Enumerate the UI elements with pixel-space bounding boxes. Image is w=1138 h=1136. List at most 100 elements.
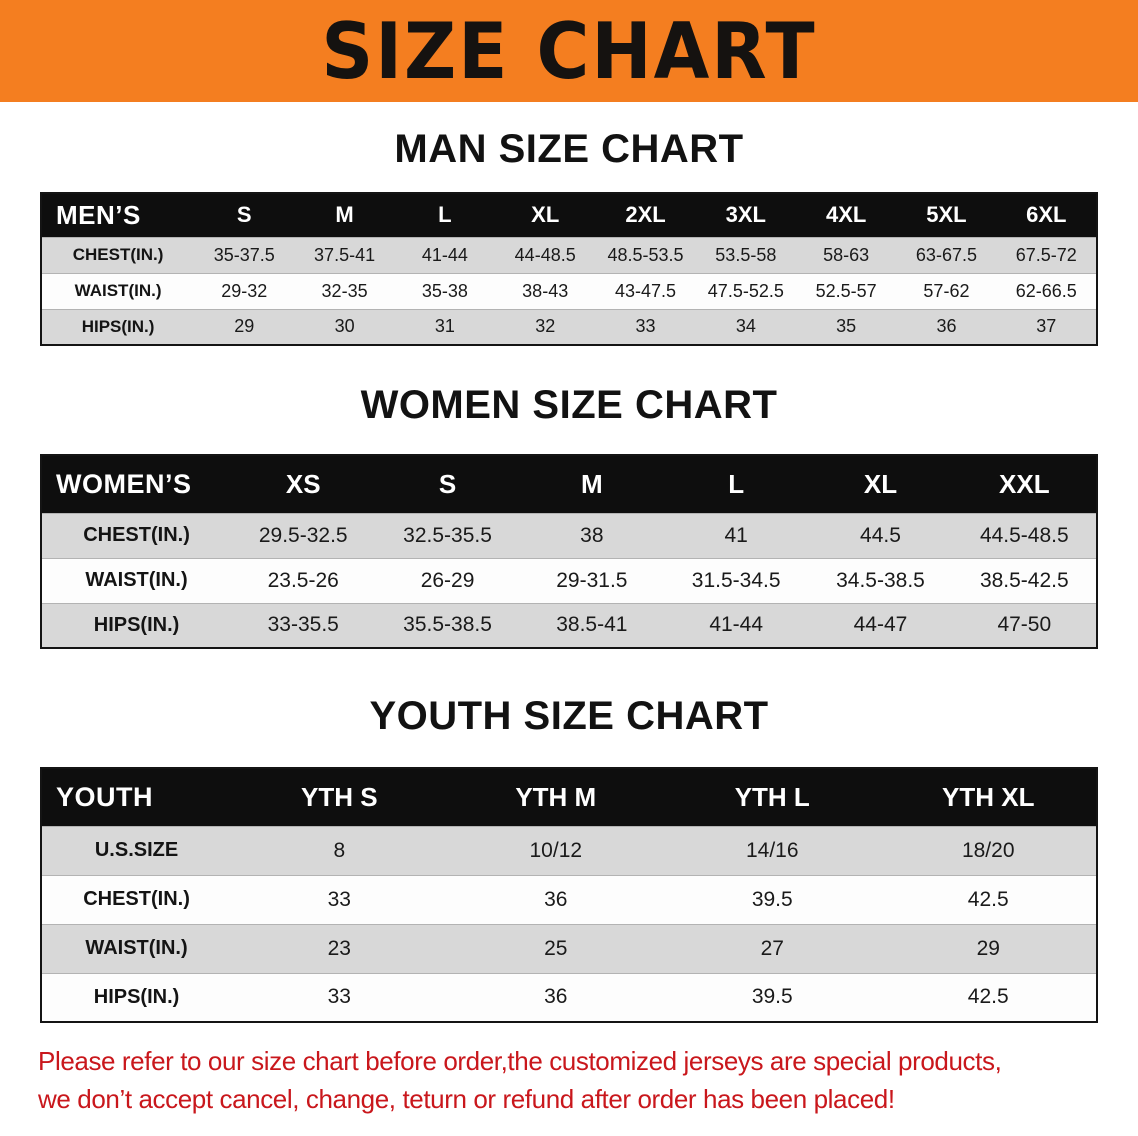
size-value-cell: 35.5-38.5 [403,613,492,637]
size-chart-section: MAN SIZE CHART MEN’S S M L XL 2XL 3XL 4XL 5XL 6XL C… [0,126,1138,346]
size-value-cell: 35 [836,316,857,337]
size-column-header: 3XL [695,193,796,237]
size-value-cell: 29 [976,936,1000,960]
row-label: U.S.SIZE [94,839,179,861]
size-value-cell: 33 [635,316,656,337]
size-value-cell: 67.5-72 [1015,244,1077,265]
row-label: WAIST(IN.) [74,281,162,300]
table-corner-label: YOUTH [41,768,232,826]
section-heading: MAN SIZE CHART [394,127,744,171]
size-value-cell: 34.5-38.5 [836,568,925,592]
table-row: WAIST(IN.) 23.5-26 26-29 29-31.5 31.5-34.5 34… [41,558,1097,603]
size-value-cell: 38.5-41 [556,613,628,637]
size-value-cell: 42.5 [967,887,1009,911]
size-value-cell: 29 [234,316,255,337]
size-value-cell: 52.5-57 [815,280,877,301]
size-column-header: YTH S [231,768,448,826]
row-label: WAIST(IN.) [85,937,188,959]
size-column-header: M [294,193,395,237]
banner: SIZE CHART [0,0,1138,102]
size-value-cell: 36 [544,985,568,1009]
size-value-cell: 30 [334,316,355,337]
table-row: WAIST(IN.) 23 25 27 29 [41,924,1097,973]
size-column-header: XXL [952,455,1097,513]
size-value-cell: 42.5 [967,985,1009,1009]
size-value-cell: 29.5-32.5 [258,523,348,547]
disclaimer-line: we don’t accept cancel, change, teturn o… [38,1083,895,1114]
size-value-cell: 36 [936,316,957,337]
size-chart-section: WOMEN SIZE CHART WOMEN’S XS S M L XL XXL CHEST(I… [0,382,1138,649]
size-value-cell: 53.5-58 [715,244,777,265]
size-value-cell: 29-32 [221,280,268,301]
size-column-header: XS [231,455,376,513]
table-row: HIPS(IN.) 33-35.5 35.5-38.5 38.5-41 41-44 44-… [41,603,1097,648]
size-value-cell: 44-47 [853,613,908,637]
size-value-cell: 35-38 [421,280,468,301]
row-label: CHEST(IN.) [83,524,190,546]
row-label: WAIST(IN.) [85,569,188,591]
size-table: YOUTH YTH S YTH M YTH L YTH XL U.S.SIZE 8 10/12… [40,767,1098,1023]
size-column-header: XL [495,193,596,237]
size-column-header: YTH M [447,768,665,826]
size-value-cell: 8 [333,838,346,862]
size-value-cell: 33 [327,887,351,911]
table-row: CHEST(IN.) 33 36 39.5 42.5 [41,875,1097,924]
row-label: CHEST(IN.) [72,245,164,264]
size-value-cell: 39.5 [751,985,793,1009]
size-value-cell: 25 [544,936,568,960]
table-row: CHEST(IN.) 35-37.5 37.5-41 41-44 44-48.5 48.5… [41,237,1097,273]
table-row: U.S.SIZE 8 10/12 14/16 18/20 [41,826,1097,875]
size-value-cell: 32.5-35.5 [403,523,492,547]
table-row: WAIST(IN.) 29-32 32-35 35-38 38-43 43-47.5 47.… [41,273,1097,309]
size-value-cell: 41-44 [421,244,468,265]
table-corner-label: MEN’S [41,193,195,237]
size-value-cell: 44.5 [860,523,901,547]
size-value-cell: 57-62 [923,280,970,301]
size-column-header: 6XL [996,193,1097,237]
size-value-cell: 37 [1036,316,1057,337]
chart-sections: MAN SIZE CHART MEN’S S M L XL 2XL 3XL 4XL 5XL 6XL C… [0,126,1138,1023]
size-value-cell: 27 [760,936,784,960]
size-table: MEN’S S M L XL 2XL 3XL 4XL 5XL 6XL CHEST(IN.) 35-37… [40,192,1098,346]
size-column-header: L [394,193,496,237]
size-value-cell: 47-50 [997,613,1052,637]
size-value-cell: 44.5-48.5 [979,523,1069,547]
size-value-cell: 33 [327,985,351,1009]
size-value-cell: 26-29 [420,568,475,592]
size-value-cell: 29-31.5 [556,568,628,592]
size-value-cell: 41 [724,523,748,547]
size-value-cell: 38 [580,523,604,547]
size-column-header: S [194,193,295,237]
size-value-cell: 44-48.5 [514,244,576,265]
page-title: SIZE CHART [321,5,817,97]
size-value-cell: 32-35 [321,280,368,301]
table-row: HIPS(IN.) 33 36 39.5 42.5 [41,973,1097,1022]
size-column-header: S [375,455,520,513]
size-value-cell: 23.5-26 [267,568,339,592]
size-value-cell: 41-44 [709,613,764,637]
table-header-row: MEN’S S M L XL 2XL 3XL 4XL 5XL 6XL [41,193,1097,237]
disclaimer-line: Please refer to our size chart before or… [38,1046,1002,1076]
row-label: CHEST(IN.) [83,888,190,910]
section-heading: YOUTH SIZE CHART [369,694,769,738]
size-value-cell: 33-35.5 [267,613,339,637]
size-column-header: 5XL [896,193,997,237]
row-label: HIPS(IN.) [93,613,180,636]
size-value-cell: 32 [535,316,556,337]
size-value-cell: 37.5-41 [314,244,376,265]
size-column-header: XL [808,455,953,513]
table-header-row: WOMEN’S XS S M L XL XXL [41,455,1097,513]
size-chart-section: YOUTH SIZE CHART YOUTH YTH S YTH M YTH L YTH … [0,693,1138,1023]
table-header-row: YOUTH YTH S YTH M YTH L YTH XL [41,768,1097,826]
row-label: HIPS(IN.) [93,985,180,1008]
section-heading: WOMEN SIZE CHART [360,383,778,427]
table-corner-label: WOMEN’S [41,455,232,513]
size-value-cell: 48.5-53.5 [607,244,684,265]
size-value-cell: 47.5-52.5 [707,280,784,301]
table-row: HIPS(IN.) 29 30 31 32 33 34 35 36 37 [41,309,1097,345]
size-value-cell: 34 [735,316,756,337]
size-column-header: 4XL [795,193,897,237]
size-column-header: 2XL [595,193,696,237]
size-value-cell: 38.5-42.5 [979,568,1069,592]
